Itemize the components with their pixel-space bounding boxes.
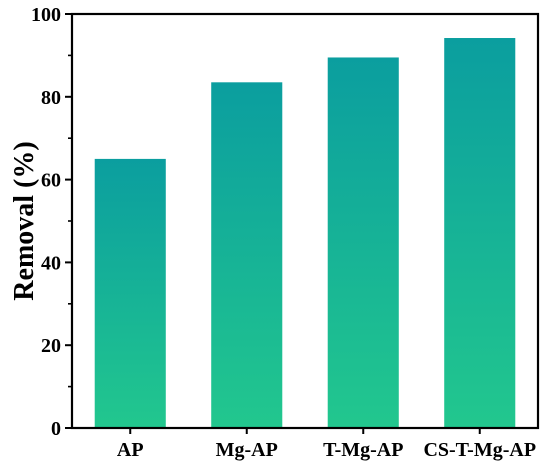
y-tick-label: 80 xyxy=(41,87,61,109)
y-tick-label: 20 xyxy=(41,335,61,357)
y-axis-label: Removal (%) xyxy=(9,141,40,300)
y-tick-label: 60 xyxy=(41,170,61,192)
bar-t-mg-ap xyxy=(327,57,399,428)
y-axis-ticks: 0 20 40 60 80 100 xyxy=(31,4,72,440)
y-tick-label: 0 xyxy=(51,418,61,440)
x-tick-label: Mg-AP xyxy=(216,439,278,461)
x-tick-label: T-Mg-AP xyxy=(323,439,403,461)
bar-ap xyxy=(94,158,166,428)
x-tick-label: CS-T-Mg-AP xyxy=(423,439,536,461)
bars-layer xyxy=(94,38,516,429)
x-axis-ticks: AP Mg-AP T-Mg-AP CS-T-Mg-AP xyxy=(117,428,536,461)
bar-cs-t-mg-ap xyxy=(444,38,516,429)
x-tick-label: AP xyxy=(117,439,144,461)
y-tick-label: 100 xyxy=(31,4,61,26)
bar-mg-ap xyxy=(211,82,283,428)
y-tick-label: 40 xyxy=(41,252,61,274)
